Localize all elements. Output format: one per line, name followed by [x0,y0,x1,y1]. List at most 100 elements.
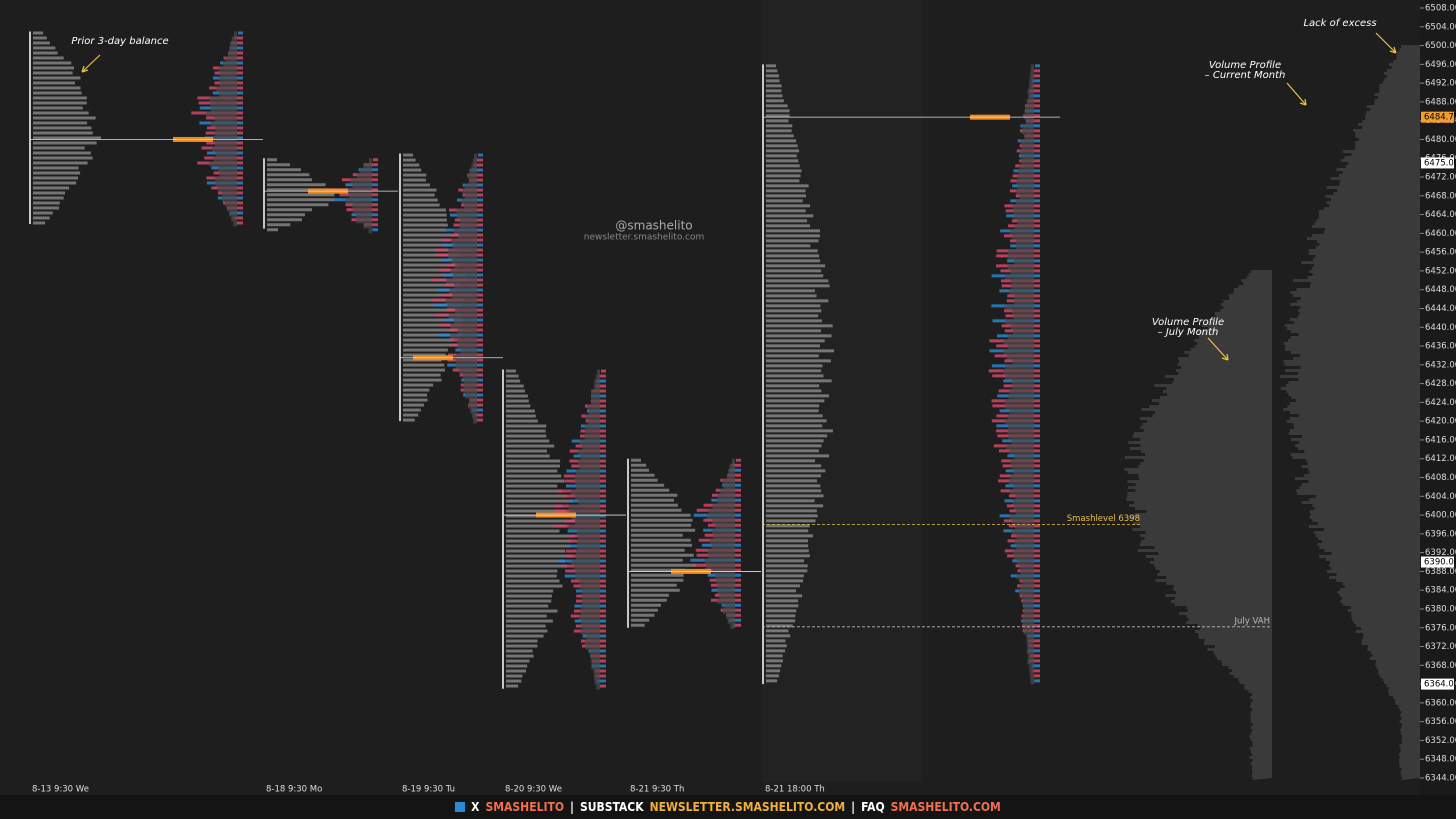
tpo-row [766,329,822,333]
tpo-row [766,604,799,608]
tpo-row [267,168,301,172]
tpo-row [33,176,78,180]
volume-body [581,619,600,625]
volume-body [1011,379,1034,385]
volume-body [590,399,600,405]
tpo-row [631,588,680,592]
volume-body [574,494,600,500]
volume-body [1007,344,1034,350]
tpo-row [506,389,525,393]
tpo-row [403,413,419,417]
y-tick-label: 6504.00 [1425,22,1456,32]
tpo-row [403,208,447,212]
tpo-row [506,684,519,688]
tpo-row [506,399,529,403]
tpo-row [766,244,811,248]
tpo-row [766,414,823,418]
tpo-row [403,288,458,292]
volume-bar [733,623,741,627]
tpo-row [403,213,447,217]
volume-body [458,233,477,239]
tpo-row [403,378,442,382]
tpo-row [506,674,523,678]
volume-body [1027,644,1034,650]
volume-body [1012,329,1034,335]
tpo-row [33,146,85,150]
tpo-row [766,299,829,303]
volume-body [218,166,237,172]
tpo-row [631,593,669,597]
price-tag [1421,678,1454,690]
volume-body [1019,589,1034,595]
volume-body [457,213,477,219]
tpo-row [506,604,549,608]
tpo-row [267,228,279,232]
tpo-row [33,121,88,125]
volume-bar [1030,94,1040,98]
level-label: July VAH [1234,616,1270,626]
volume-body [1011,529,1034,535]
y-tick-label: 6436.00 [1425,342,1456,352]
volume-body [1021,579,1034,585]
tpo-row [766,409,819,413]
volume-body [713,533,735,539]
volume-body [1030,679,1034,685]
volume-body [1031,64,1034,70]
tpo-row [506,644,538,648]
volume-body [1004,399,1034,405]
tpo-row [33,101,87,105]
tpo-row [267,188,329,192]
footer-text: SMASHELITO [485,800,565,814]
tpo-row [766,224,811,228]
volume-body [1012,384,1034,390]
volume-body [455,263,477,269]
volume-body [213,156,237,162]
tpo-row [766,574,804,578]
tpo-row [766,429,833,433]
volume-body [576,469,600,475]
volume-body [723,603,735,609]
volume-body [1007,429,1034,435]
volume-body [219,76,237,82]
tpo-row [766,334,832,338]
y-tick-label: 6496.00 [1425,60,1456,70]
level-label: Smashlevel 6398 [1067,514,1140,524]
tpo-row [766,304,821,308]
volume-profile-shape [1124,270,1272,780]
tpo-row [506,639,538,643]
volume-body [353,208,372,214]
volume-body [356,213,372,219]
volume-body [579,464,600,470]
tpo-row [766,69,778,73]
volume-body [707,548,735,554]
tpo-row [631,543,693,547]
tpo-row [403,338,454,342]
tpo-row [403,308,460,312]
volume-body [473,418,477,424]
tpo-row [631,503,678,507]
volume-body [209,96,237,102]
volume-body [1012,499,1034,505]
tpo-row [766,119,789,123]
volume-body [214,131,237,137]
tpo-row [33,191,66,195]
volume-body [1020,139,1034,145]
tpo-row [631,558,683,562]
volume-body [451,238,477,244]
tpo-row [33,41,50,45]
tpo-row [267,208,312,212]
watermark-sub: newsletter.smashelito.com [584,233,705,243]
tpo-row [631,458,641,462]
volume-body [581,624,600,630]
volume-body [1016,534,1034,540]
tpo-row [403,193,435,197]
volume-body [215,151,237,157]
tpo-row [766,179,800,183]
volume-body [568,524,600,530]
tpo-row [766,449,819,453]
tpo-row [766,424,823,428]
volume-body [575,484,600,490]
volume-body [585,414,600,420]
tpo-row [506,564,567,568]
volume-body [455,308,477,314]
